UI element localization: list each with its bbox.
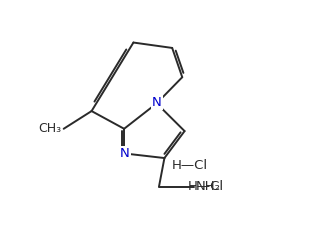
Text: H—Cl: H—Cl (172, 159, 208, 172)
Text: N: N (120, 147, 130, 160)
Text: CH₃: CH₃ (38, 122, 61, 135)
Text: H—Cl: H—Cl (188, 180, 224, 193)
Text: N: N (152, 96, 161, 109)
Text: NH₂: NH₂ (196, 180, 221, 193)
